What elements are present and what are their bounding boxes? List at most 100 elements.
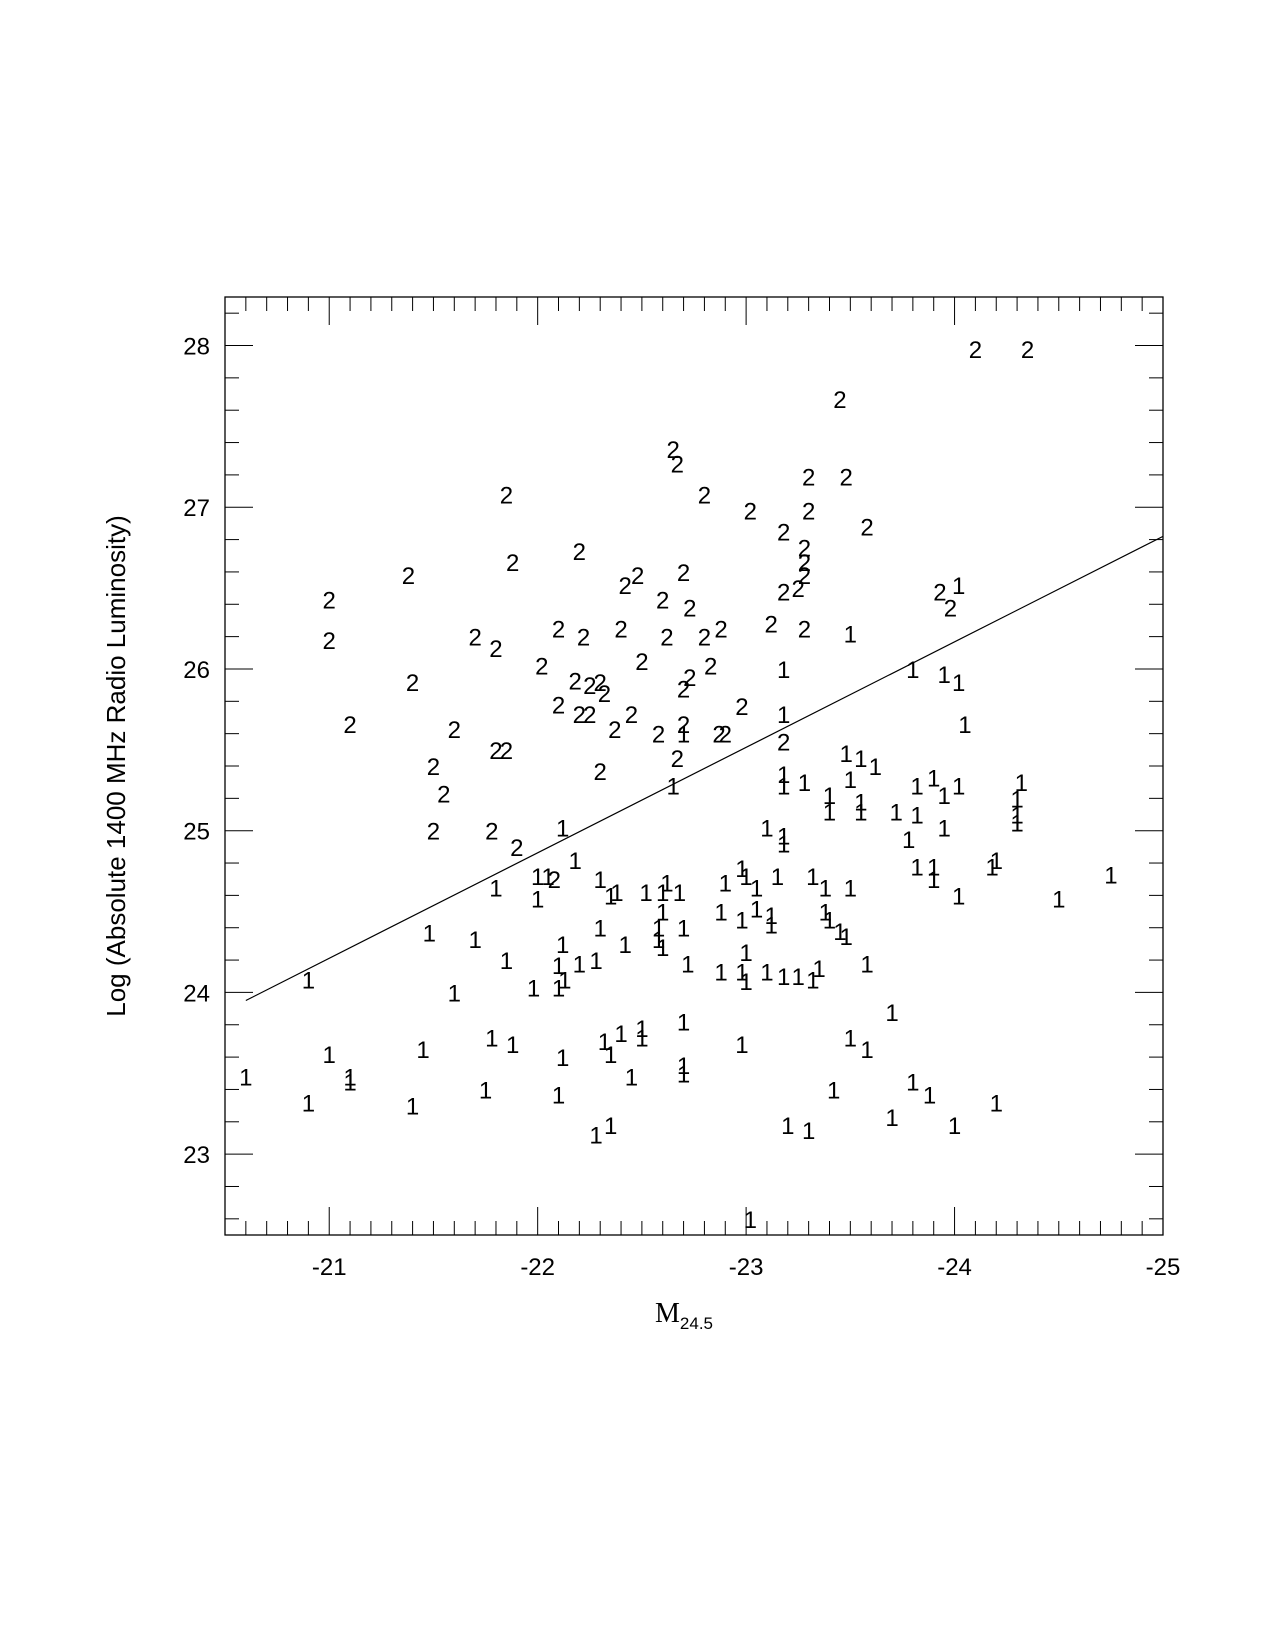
data-point-1: 1 bbox=[604, 883, 617, 910]
data-point-1: 1 bbox=[844, 767, 857, 794]
data-point-1: 1 bbox=[660, 870, 673, 897]
data-point-2: 2 bbox=[839, 465, 852, 492]
data-point-2: 2 bbox=[608, 717, 621, 744]
data-point-1: 1 bbox=[677, 1010, 690, 1037]
x-tick-label: -24 bbox=[937, 1254, 972, 1281]
data-point-1: 1 bbox=[952, 773, 965, 800]
data-point-1: 1 bbox=[952, 883, 965, 910]
data-point-1: 1 bbox=[598, 1029, 611, 1056]
y-tick-label: 26 bbox=[183, 657, 210, 684]
data-point-2: 2 bbox=[969, 337, 982, 364]
data-point-1: 1 bbox=[527, 976, 540, 1003]
data-point-2: 2 bbox=[798, 536, 811, 563]
data-point-1: 1 bbox=[906, 657, 919, 684]
data-point-1: 1 bbox=[556, 815, 569, 842]
data-point-2: 2 bbox=[764, 612, 777, 639]
data-point-1: 1 bbox=[777, 773, 790, 800]
data-point-1: 1 bbox=[819, 875, 832, 902]
data-point-2: 2 bbox=[625, 702, 638, 729]
data-point-1: 1 bbox=[635, 1016, 648, 1043]
data-point-2: 2 bbox=[468, 625, 481, 652]
y-tick-labels: 23 24 25 26 27 28 bbox=[183, 334, 210, 1170]
data-point-1: 1 bbox=[854, 799, 867, 826]
data-point-1: 1 bbox=[937, 783, 950, 810]
data-point-2: 2 bbox=[583, 702, 596, 729]
data-point-1: 1 bbox=[625, 1065, 638, 1092]
data-point-1: 1 bbox=[990, 848, 1003, 875]
data-point-2: 2 bbox=[506, 550, 519, 577]
data-point-1: 1 bbox=[760, 959, 773, 986]
data-point-1: 1 bbox=[844, 1026, 857, 1053]
data-point-1: 1 bbox=[552, 1082, 565, 1109]
data-point-1: 1 bbox=[844, 621, 857, 648]
data-point-1: 1 bbox=[869, 754, 882, 781]
data-point-1: 1 bbox=[739, 940, 752, 967]
data-point-1: 1 bbox=[323, 1042, 336, 1069]
data-point-1: 1 bbox=[677, 722, 690, 749]
data-point-1: 1 bbox=[735, 856, 748, 883]
data-point-1: 1 bbox=[479, 1077, 492, 1104]
data-point-1: 1 bbox=[777, 762, 790, 789]
data-point-2: 2 bbox=[698, 482, 711, 509]
data-point-1: 1 bbox=[594, 916, 607, 943]
data-point-1: 1 bbox=[760, 815, 773, 842]
data-point-1: 1 bbox=[558, 967, 571, 994]
x-tick-labels: -21 -22 -23 -24 -25 bbox=[312, 1254, 1180, 1281]
data-point-1: 1 bbox=[948, 1113, 961, 1140]
data-point-1: 1 bbox=[833, 919, 846, 946]
data-point-2: 2 bbox=[489, 738, 502, 765]
data-point-1: 1 bbox=[958, 712, 971, 739]
data-point-1: 1 bbox=[652, 916, 665, 943]
data-point-1: 1 bbox=[952, 670, 965, 697]
data-point-2: 2 bbox=[735, 694, 748, 721]
data-point-1: 1 bbox=[639, 880, 652, 907]
data-point-2: 2 bbox=[343, 712, 356, 739]
data-point-1: 1 bbox=[719, 870, 732, 897]
data-point-1: 1 bbox=[819, 900, 832, 927]
data-point-1: 1 bbox=[777, 657, 790, 684]
data-point-1: 1 bbox=[798, 770, 811, 797]
data-point-1: 1 bbox=[735, 908, 748, 935]
data-point-1: 1 bbox=[937, 815, 950, 842]
data-point-1: 1 bbox=[423, 921, 436, 948]
y-tick-label: 28 bbox=[183, 334, 210, 361]
data-point-2: 2 bbox=[677, 560, 690, 587]
data-point-2: 2 bbox=[656, 587, 669, 614]
data-point-1: 1 bbox=[771, 864, 784, 891]
data-point-1: 1 bbox=[860, 1037, 873, 1064]
y-tick-label: 25 bbox=[183, 819, 210, 846]
data-point-1: 1 bbox=[927, 765, 940, 792]
data-point-1: 1 bbox=[923, 1082, 936, 1109]
data-point-1: 1 bbox=[556, 1045, 569, 1072]
data-point-2: 2 bbox=[744, 498, 757, 525]
data-point-1: 1 bbox=[910, 773, 923, 800]
data-point-1: 1 bbox=[764, 903, 777, 930]
data-point-1: 1 bbox=[777, 702, 790, 729]
data-point-1: 1 bbox=[589, 1123, 602, 1150]
data-point-1: 1 bbox=[927, 867, 940, 894]
data-point-2: 2 bbox=[777, 520, 790, 547]
x-axis-label-sub: 24.5 bbox=[680, 1314, 713, 1333]
data-point-1: 1 bbox=[885, 1105, 898, 1132]
data-point-1: 1 bbox=[1015, 770, 1028, 797]
data-point-1: 1 bbox=[500, 948, 513, 975]
data-point-1: 1 bbox=[906, 1069, 919, 1096]
data-point-1: 1 bbox=[656, 880, 669, 907]
data-point-1: 1 bbox=[910, 854, 923, 881]
data-point-2: 2 bbox=[677, 676, 690, 703]
data-point-2: 2 bbox=[489, 636, 502, 663]
data-point-1: 1 bbox=[556, 932, 569, 959]
data-point-1: 1 bbox=[489, 875, 502, 902]
data-point-1: 1 bbox=[677, 1053, 690, 1080]
data-point-1: 1 bbox=[302, 967, 315, 994]
data-point-1: 1 bbox=[1010, 803, 1023, 830]
data-point-1: 1 bbox=[750, 875, 763, 902]
data-point-1: 1 bbox=[985, 854, 998, 881]
x-tick-label: -23 bbox=[729, 1254, 764, 1281]
data-point-2: 2 bbox=[660, 625, 673, 652]
data-point-2: 2 bbox=[594, 670, 607, 697]
data-point-1: 1 bbox=[739, 969, 752, 996]
data-point-2: 2 bbox=[683, 665, 696, 692]
data-point-1: 1 bbox=[750, 896, 763, 923]
data-point-1: 1 bbox=[406, 1094, 419, 1121]
